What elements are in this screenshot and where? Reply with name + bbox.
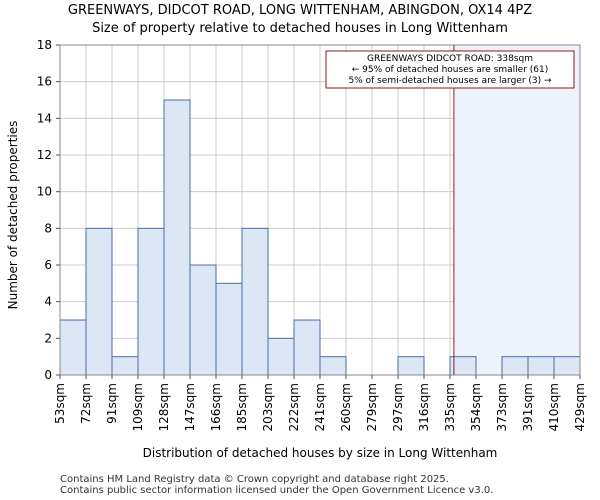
larger-region-shade [453,45,580,375]
x-axis-label: Distribution of detached houses by size … [143,446,498,460]
y-tick-label: 12 [37,148,52,162]
x-tick-label: 391sqm [521,383,535,431]
footer-licence: Contains public sector information licen… [60,485,493,496]
y-tick-label: 8 [44,221,52,235]
x-tick-label: 109sqm [131,383,145,431]
bar-222sqm [293,319,321,376]
x-tick-label: 91sqm [105,383,119,424]
annotation-line-1: GREENWAYS DIDCOT ROAD: 338sqm [367,54,533,64]
chart-subtitle: Size of property relative to detached ho… [92,21,508,36]
x-tick-label: 222sqm [287,383,301,431]
bar-203sqm [267,337,295,376]
x-tick-label: 53sqm [53,383,67,424]
x-tick-label: 429sqm [573,383,587,431]
x-tick-label: 297sqm [391,383,405,431]
x-tick-label: 185sqm [235,383,249,431]
bar-410sqm [553,356,581,376]
y-tick-label: 6 [44,258,52,272]
annotation-line-2: ← 95% of detached houses are smaller (61… [352,65,549,75]
bar-128sqm [163,99,191,376]
bar-72sqm [85,227,113,376]
x-tick-label: 279sqm [365,383,379,431]
bar-166sqm [215,282,243,376]
x-tick-label: 410sqm [547,383,561,431]
x-tick-label: 203sqm [261,383,275,431]
bar-109sqm [137,227,165,376]
x-axis-ticks: 53sqm 72sqm 91sqm 109sqm 128sqm 147sqm 166sqm 1… [53,375,587,431]
bar-91sqm [111,356,139,376]
x-tick-label: 373sqm [495,383,509,431]
x-tick-label: 260sqm [339,383,353,431]
bar-147sqm [189,264,217,376]
x-tick-label: 241sqm [313,383,327,431]
bar-241sqm [319,356,347,376]
y-tick-label: 18 [37,38,52,52]
y-tick-label: 0 [44,368,52,382]
x-tick-label: 335sqm [443,383,457,431]
bars [59,99,581,376]
x-tick-label: 354sqm [469,383,483,431]
annotation-frame [325,50,575,89]
bar-297sqm [397,356,425,376]
x-tick-label: 166sqm [209,383,223,431]
bar-185sqm [241,227,269,376]
x-tick-label: 72sqm [79,383,93,424]
bar-373sqm [501,356,529,376]
y-tick-label: 10 [37,185,52,199]
footer-copyright: Contains HM Land Registry data © Crown c… [60,474,449,485]
y-axis-ticks: 0 2 4 6 8 10 12 14 16 18 [37,38,60,382]
annotation-line-3: 5% of semi-detached houses are larger (3… [348,76,552,86]
annotation-box: GREENWAYS DIDCOT ROAD: 338sqm ← 95% of d… [325,50,575,89]
y-axis-label: Number of detached properties [6,121,20,310]
bar-391sqm [527,356,555,376]
x-tick-label: 147sqm [183,383,197,431]
y-tick-label: 4 [44,295,52,309]
x-tick-label: 316sqm [417,383,431,431]
x-tick-label: 128sqm [157,383,171,431]
y-tick-label: 14 [37,111,52,125]
chart-title: GREENWAYS, DIDCOT ROAD, LONG WITTENHAM, … [68,3,532,18]
y-tick-label: 2 [44,331,52,345]
bar-53sqm [59,319,87,376]
y-tick-label: 16 [37,75,52,89]
